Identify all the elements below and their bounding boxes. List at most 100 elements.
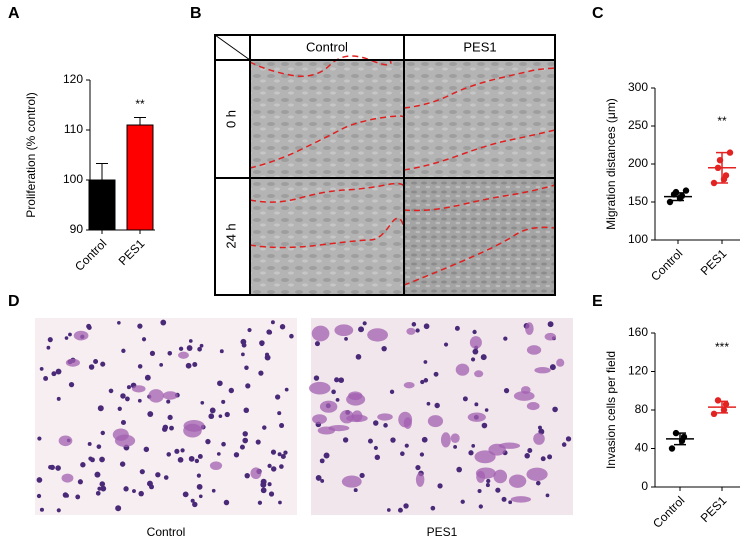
cell (493, 469, 508, 484)
cell (397, 507, 403, 513)
cell (450, 433, 460, 443)
y-tick-label: 120 (63, 72, 83, 86)
cell (218, 414, 223, 418)
cell (524, 453, 530, 459)
cell (547, 454, 553, 460)
cell (68, 332, 72, 337)
significance: ** (135, 97, 145, 111)
cell (367, 328, 389, 342)
y-tick-label: 0 (641, 479, 648, 493)
cell (334, 324, 354, 337)
cell (474, 370, 484, 378)
x-tick-label: PES1 (116, 236, 148, 268)
cell (169, 425, 174, 431)
cell (77, 479, 83, 485)
cell (244, 472, 250, 479)
cell (383, 423, 388, 428)
cell (108, 388, 114, 394)
cell (283, 450, 288, 455)
cell (139, 469, 145, 475)
cell (167, 351, 173, 356)
cell (526, 467, 548, 481)
column-header: PES1 (463, 39, 496, 54)
cell (279, 324, 286, 330)
cell (262, 425, 267, 430)
cell (43, 376, 49, 381)
cell (192, 501, 198, 508)
significance: *** (715, 340, 729, 354)
cell (211, 488, 216, 493)
cell (275, 394, 281, 400)
cell (182, 491, 189, 498)
cell (205, 438, 211, 445)
cell (162, 391, 178, 400)
row-header: 0 h (223, 110, 238, 128)
data-point (714, 164, 722, 171)
x-tick-label: PES1 (698, 246, 730, 278)
cell (454, 325, 460, 331)
cell (468, 450, 474, 456)
cell (160, 319, 167, 326)
cell (137, 364, 143, 369)
cell (100, 430, 106, 436)
cell (421, 436, 428, 443)
cell (94, 471, 101, 478)
cell (188, 455, 195, 462)
data-point (672, 188, 680, 196)
cell (311, 325, 330, 342)
cell (56, 508, 61, 513)
cell (68, 381, 75, 388)
cell (355, 354, 362, 360)
panel-label: A (8, 5, 20, 22)
cell (334, 377, 340, 383)
cell (476, 470, 486, 483)
cell (480, 354, 487, 361)
cell (216, 452, 221, 456)
cell (99, 481, 106, 487)
cell (525, 322, 534, 335)
cell (259, 341, 265, 347)
cell (240, 338, 247, 345)
x-tick-label: Control (72, 236, 109, 273)
cell (279, 464, 284, 469)
x-tick-label: Control (648, 246, 685, 283)
cell (196, 473, 201, 478)
data-point (720, 406, 728, 414)
cell (545, 493, 550, 498)
cell (485, 483, 490, 488)
scratch-edge (249, 182, 405, 203)
cell (180, 448, 185, 453)
cell (462, 396, 468, 402)
x-tick-label: Control (650, 493, 687, 530)
cell (381, 345, 387, 352)
cell (137, 398, 142, 403)
cell (406, 327, 416, 335)
cell (163, 475, 169, 480)
y-tick-label: 110 (64, 122, 83, 136)
cell (36, 493, 42, 499)
cell (430, 505, 436, 511)
cell (362, 321, 367, 326)
cell (540, 456, 546, 462)
cell (196, 483, 203, 490)
cell (460, 499, 465, 504)
cell (456, 466, 462, 473)
cell (342, 437, 349, 443)
cell (561, 442, 567, 447)
cell (188, 339, 193, 343)
bar (126, 124, 154, 231)
cell (199, 343, 204, 348)
panel-label: D (8, 293, 20, 310)
grid-border (214, 34, 556, 296)
data-point (710, 410, 718, 418)
cell (535, 480, 541, 486)
cell (277, 411, 282, 416)
image (35, 318, 297, 515)
cell (223, 499, 230, 506)
cell (88, 456, 93, 461)
cell (58, 435, 73, 447)
cell (221, 441, 226, 447)
cell (121, 348, 126, 353)
cell (162, 426, 168, 432)
cell (284, 387, 289, 392)
